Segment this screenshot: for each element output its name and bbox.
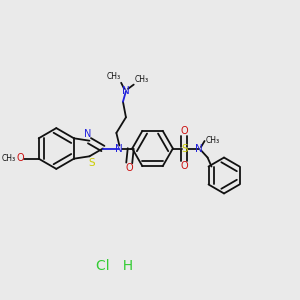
Text: Cl   H: Cl H bbox=[96, 259, 133, 272]
Text: O: O bbox=[16, 153, 24, 163]
Text: O: O bbox=[125, 163, 133, 173]
Text: CH₃: CH₃ bbox=[205, 136, 219, 145]
Text: S: S bbox=[181, 143, 188, 154]
Text: CH₃: CH₃ bbox=[135, 75, 149, 84]
Text: CH₃: CH₃ bbox=[106, 72, 120, 81]
Text: N: N bbox=[195, 143, 203, 154]
Text: N: N bbox=[116, 143, 123, 154]
Text: S: S bbox=[88, 158, 95, 168]
Text: N: N bbox=[84, 129, 92, 139]
Text: N: N bbox=[122, 86, 130, 96]
Text: O: O bbox=[180, 161, 188, 171]
Text: O: O bbox=[180, 126, 188, 136]
Text: CH₃: CH₃ bbox=[2, 154, 16, 163]
